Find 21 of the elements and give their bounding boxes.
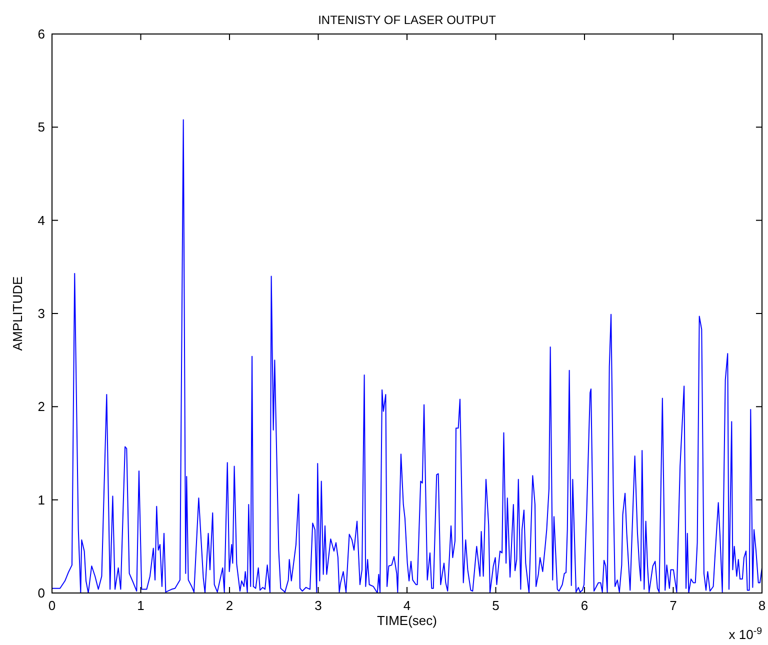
x-axis-title: TIME(sec) bbox=[377, 613, 437, 628]
y-tick-label: 0 bbox=[38, 586, 45, 601]
x-tick-label: 7 bbox=[670, 598, 677, 613]
y-tick-label: 4 bbox=[38, 212, 45, 228]
x-tick-label: 3 bbox=[314, 598, 322, 613]
x-tick-label: 1 bbox=[137, 598, 144, 613]
y-tick-label: 1 bbox=[38, 492, 45, 508]
x-tick-label: 6 bbox=[580, 598, 588, 613]
y-tick-label: 5 bbox=[38, 120, 45, 135]
y-tick-label: 6 bbox=[38, 26, 45, 42]
y-axis-title: AMPLITUDE bbox=[10, 276, 25, 351]
text: x 10$^{-9}$ bbox=[728, 626, 762, 642]
chart-title: INTENISTY OF LASER OUTPUT bbox=[318, 13, 497, 27]
y-tick-label: 3 bbox=[38, 306, 45, 322]
y-tick-label: 2 bbox=[38, 399, 45, 414]
x-tick-label: 2 bbox=[226, 598, 234, 613]
x-tick-label: 5 bbox=[492, 598, 500, 613]
x-tick-label: 0 bbox=[48, 598, 56, 613]
line-series bbox=[52, 119, 762, 594]
x-tick-label: 8 bbox=[758, 598, 766, 613]
x-tick-label: 4 bbox=[403, 598, 411, 613]
